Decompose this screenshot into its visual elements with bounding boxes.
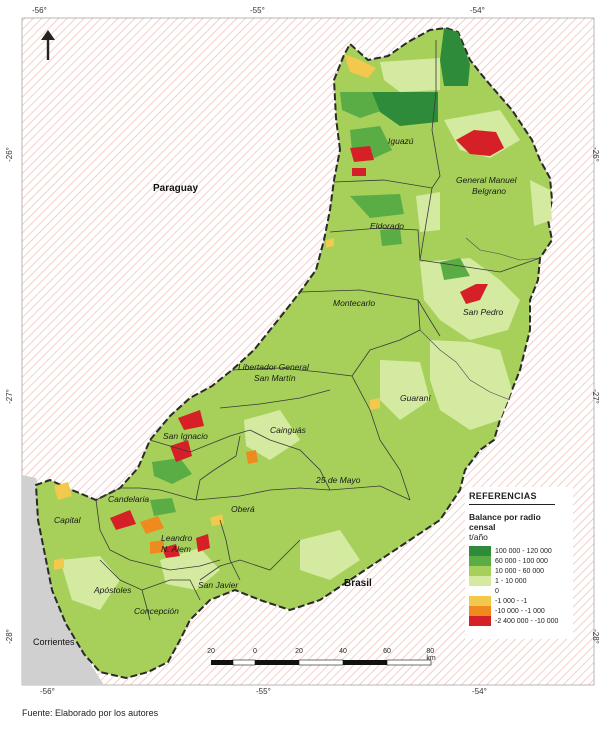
- scale-tick-label: 40: [339, 648, 347, 655]
- dept-label-lgsm-line2: San Martín: [254, 373, 296, 383]
- dept-label-alem-line1: Leandro: [161, 533, 193, 543]
- legend-item: 0: [469, 586, 573, 596]
- dept-label-san-javier: San Javier: [198, 580, 239, 590]
- legend-label: 10 000 - 60 000: [495, 567, 545, 575]
- dept-label-apostoles: Apóstoles: [94, 585, 132, 595]
- orange-patches: [140, 450, 258, 554]
- north-arrow-icon: [41, 30, 55, 60]
- scale-bar-labels: 20 0 20 40 60 80 km: [207, 648, 440, 670]
- legend-item: 1 - 10 000: [469, 576, 573, 586]
- legend-swatch: [469, 566, 491, 576]
- red-patches: [110, 130, 504, 558]
- scale-tick-label: 20: [295, 648, 303, 655]
- legend-item: 100 000 - 120 000: [469, 546, 573, 556]
- dept-label-belgrano-line2: Belgrano: [472, 186, 507, 196]
- legend-label: -10 000 - -1 000: [495, 607, 545, 615]
- legend-swatch: [469, 596, 491, 606]
- scale-bar: [211, 659, 432, 666]
- legend-unit: t/año: [469, 532, 488, 542]
- legend-subtitle: Balance por radio censal: [469, 512, 541, 532]
- coord-right-1: -26°: [590, 147, 600, 162]
- legend-item: -10 000 - -1 000: [469, 606, 573, 616]
- scale-tick-label: 0: [253, 648, 257, 655]
- dept-label-iguazu: Iguazú: [388, 136, 414, 146]
- misiones-province: [34, 26, 554, 680]
- scale-tick-label: 80 km: [426, 648, 436, 662]
- scale-tick-label: 20: [207, 648, 215, 655]
- source-note: Fuente: Elaborado por los autores: [22, 708, 159, 718]
- dept-label-candelaria: Candelaria: [108, 494, 150, 504]
- legend-item: -1 000 - -1: [469, 596, 573, 606]
- coord-top-2: -55°: [250, 6, 265, 15]
- dept-label-alem-line2: N. Alem: [161, 544, 191, 554]
- legend-label: 100 000 - 120 000: [495, 547, 552, 555]
- legend-swatch: [469, 576, 491, 586]
- legend-label: -2 400 000 - -10 000: [495, 617, 559, 625]
- region-label-corrientes: Corrientes: [33, 637, 75, 647]
- dept-label-cainguas: Cainguás: [270, 425, 306, 435]
- legend-label: 1 - 10 000: [495, 577, 527, 585]
- coord-left-1: -26°: [4, 147, 14, 162]
- legend-swatch: [469, 556, 491, 566]
- legend-swatch: [469, 616, 491, 626]
- legend-label: 60 000 - 100 000: [495, 557, 548, 565]
- legend-items: 100 000 - 120 000 60 000 - 100 000 10 000 …: [465, 546, 573, 626]
- dept-label-obera: Oberá: [231, 504, 255, 514]
- dept-label-lgsm-line1: Libertador General: [238, 362, 309, 372]
- dept-label-belgrano-line1: General Manuel: [456, 175, 517, 185]
- coord-left-2: -27°: [4, 389, 14, 404]
- coord-top-3: -54°: [470, 6, 485, 15]
- dept-label-eldorado: Eldorado: [370, 221, 405, 231]
- coord-right-2: -27°: [590, 389, 600, 404]
- legend-title: REFERENCIAS: [469, 491, 537, 501]
- coord-right-3: -28°: [590, 629, 600, 644]
- dept-label-san-ignacio: San Ignacio: [163, 431, 208, 441]
- dark-green-patches: [372, 28, 470, 126]
- rivers: [419, 237, 541, 401]
- dept-label-25-de-mayo: 25 de Mayo: [316, 475, 361, 485]
- scale-tick-label: 60: [383, 648, 391, 655]
- coord-bottom-1: -56°: [40, 687, 55, 696]
- coord-bottom-3: -54°: [472, 687, 487, 696]
- country-label-brasil: Brasil: [344, 578, 372, 589]
- legend-item: 10 000 - 60 000: [469, 566, 573, 576]
- legend-swatch: [469, 606, 491, 616]
- legend-item: -2 400 000 - -10 000: [469, 616, 573, 626]
- coord-bottom-2: -55°: [256, 687, 271, 696]
- yellow-patches: [54, 54, 380, 570]
- legend-label: -1 000 - -1: [495, 597, 528, 605]
- country-label-paraguay: Paraguay: [153, 183, 199, 194]
- legend-item: 60 000 - 100 000: [469, 556, 573, 566]
- legend-divider: [469, 504, 555, 505]
- legend-swatch: [469, 586, 491, 596]
- legend-swatch: [469, 546, 491, 556]
- dept-label-guarani: Guaraní: [400, 393, 431, 403]
- dept-label-montecarlo: Montecarlo: [333, 298, 376, 308]
- dept-label-concepcion: Concepción: [134, 606, 179, 616]
- dept-label-san-pedro: San Pedro: [463, 307, 504, 317]
- legend-label: 0: [495, 587, 499, 595]
- legend: REFERENCIAS Balance por radio censal t/a…: [465, 487, 573, 639]
- dept-label-capital: Capital: [54, 515, 81, 525]
- coord-left-3: -28°: [4, 629, 14, 644]
- coord-top-1: -56°: [32, 6, 47, 15]
